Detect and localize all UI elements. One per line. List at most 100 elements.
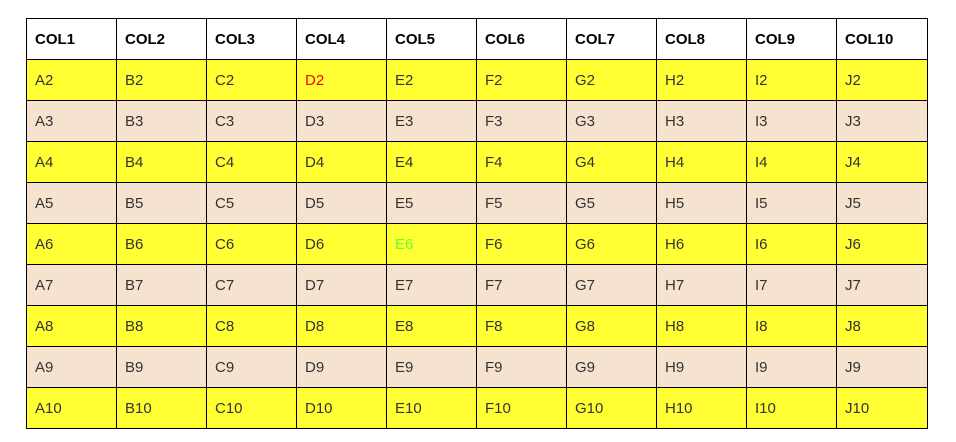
table-cell: G6 — [566, 223, 657, 265]
table-cell: E10 — [386, 387, 477, 429]
table-cell: D8 — [296, 305, 387, 347]
table-cell: C8 — [206, 305, 297, 347]
table-cell: J4 — [836, 141, 928, 183]
table-cell: J8 — [836, 305, 928, 347]
table-cell: I7 — [746, 264, 837, 306]
table-row: A2 B2 C2 D2 E2 F2 G2 H2 I2 J2 — [26, 59, 928, 101]
table-row: A3 B3 C3 D3 E3 F3 G3 H3 I3 J3 — [26, 100, 928, 142]
table-cell: E7 — [386, 264, 477, 306]
table-container: COL1 COL2 COL3 COL4 COL5 COL6 COL7 COL8 … — [26, 18, 928, 429]
table-body: A2 B2 C2 D2 E2 F2 G2 H2 I2 J2 A3 B3 C3 D3 E3 F3 G3 H3 I3 J3… — [26, 59, 928, 429]
table-cell: D10 — [296, 387, 387, 429]
table-cell: J7 — [836, 264, 928, 306]
table-cell: I10 — [746, 387, 837, 429]
table-cell: C4 — [206, 141, 297, 183]
table-cell: A2 — [26, 59, 117, 101]
table-cell: E5 — [386, 182, 477, 224]
table-cell: B3 — [116, 100, 207, 142]
table-cell: C6 — [206, 223, 297, 265]
table-cell: A5 — [26, 182, 117, 224]
table-cell: C2 — [206, 59, 297, 101]
table-cell: J9 — [836, 346, 928, 388]
table-cell: F3 — [476, 100, 567, 142]
header-row: COL1 COL2 COL3 COL4 COL5 COL6 COL7 COL8 … — [26, 18, 928, 60]
table-cell: F2 — [476, 59, 567, 101]
table-cell: F5 — [476, 182, 567, 224]
table-cell: G8 — [566, 305, 657, 347]
table-cell: E3 — [386, 100, 477, 142]
table-cell: F10 — [476, 387, 567, 429]
table-row: A6 B6 C6 D6 E6 F6 G6 H6 I6 J6 — [26, 223, 928, 265]
table-cell: E4 — [386, 141, 477, 183]
table-cell: C10 — [206, 387, 297, 429]
column-header: COL10 — [836, 18, 928, 60]
column-header: COL5 — [386, 18, 477, 60]
table-cell: F8 — [476, 305, 567, 347]
table-cell: J6 — [836, 223, 928, 265]
table-cell: F6 — [476, 223, 567, 265]
table-cell: E2 — [386, 59, 477, 101]
table-cell: B8 — [116, 305, 207, 347]
table-cell: F9 — [476, 346, 567, 388]
table-cell: B6 — [116, 223, 207, 265]
table-cell: H4 — [656, 141, 747, 183]
table-cell: J3 — [836, 100, 928, 142]
table-cell: A9 — [26, 346, 117, 388]
table-cell: I2 — [746, 59, 837, 101]
table-cell: J5 — [836, 182, 928, 224]
column-header: COL1 — [26, 18, 117, 60]
table-cell: B7 — [116, 264, 207, 306]
table-cell: B5 — [116, 182, 207, 224]
table-row: A5 B5 C5 D5 E5 F5 G5 H5 I5 J5 — [26, 182, 928, 224]
table-cell: D3 — [296, 100, 387, 142]
table-cell: H7 — [656, 264, 747, 306]
column-header: COL7 — [566, 18, 657, 60]
table-cell: I6 — [746, 223, 837, 265]
table-cell: D2 — [296, 59, 387, 101]
table-cell: E9 — [386, 346, 477, 388]
table-cell: F4 — [476, 141, 567, 183]
column-header: COL8 — [656, 18, 747, 60]
table-cell: A4 — [26, 141, 117, 183]
table-cell: G5 — [566, 182, 657, 224]
table-cell: I3 — [746, 100, 837, 142]
table-cell: H3 — [656, 100, 747, 142]
column-header: COL6 — [476, 18, 567, 60]
table-cell: J2 — [836, 59, 928, 101]
data-table: COL1 COL2 COL3 COL4 COL5 COL6 COL7 COL8 … — [26, 18, 928, 429]
table-header: COL1 COL2 COL3 COL4 COL5 COL6 COL7 COL8 … — [26, 18, 928, 60]
table-cell: B10 — [116, 387, 207, 429]
table-cell: G10 — [566, 387, 657, 429]
table-cell: J10 — [836, 387, 928, 429]
table-cell: H5 — [656, 182, 747, 224]
table-cell: A7 — [26, 264, 117, 306]
table-cell: I8 — [746, 305, 837, 347]
table-cell: B2 — [116, 59, 207, 101]
table-cell: G3 — [566, 100, 657, 142]
table-cell: I5 — [746, 182, 837, 224]
table-cell: C9 — [206, 346, 297, 388]
table-cell: B4 — [116, 141, 207, 183]
column-header: COL2 — [116, 18, 207, 60]
table-row: A8 B8 C8 D8 E8 F8 G8 H8 I8 J8 — [26, 305, 928, 347]
table-cell: A10 — [26, 387, 117, 429]
table-cell: G2 — [566, 59, 657, 101]
table-cell: G4 — [566, 141, 657, 183]
table-row: A10 B10 C10 D10 E10 F10 G10 H10 I10 J10 — [26, 387, 928, 429]
table-cell: C5 — [206, 182, 297, 224]
table-cell: A6 — [26, 223, 117, 265]
table-cell: D6 — [296, 223, 387, 265]
table-cell: D5 — [296, 182, 387, 224]
table-cell: H9 — [656, 346, 747, 388]
table-cell: F7 — [476, 264, 567, 306]
table-cell: E8 — [386, 305, 477, 347]
table-cell: I9 — [746, 346, 837, 388]
table-cell: G9 — [566, 346, 657, 388]
table-cell: I4 — [746, 141, 837, 183]
table-cell: H6 — [656, 223, 747, 265]
column-header: COL9 — [746, 18, 837, 60]
table-row: A9 B9 C9 D9 E9 F9 G9 H9 I9 J9 — [26, 346, 928, 388]
table-cell: C3 — [206, 100, 297, 142]
table-cell: H10 — [656, 387, 747, 429]
table-cell: H8 — [656, 305, 747, 347]
